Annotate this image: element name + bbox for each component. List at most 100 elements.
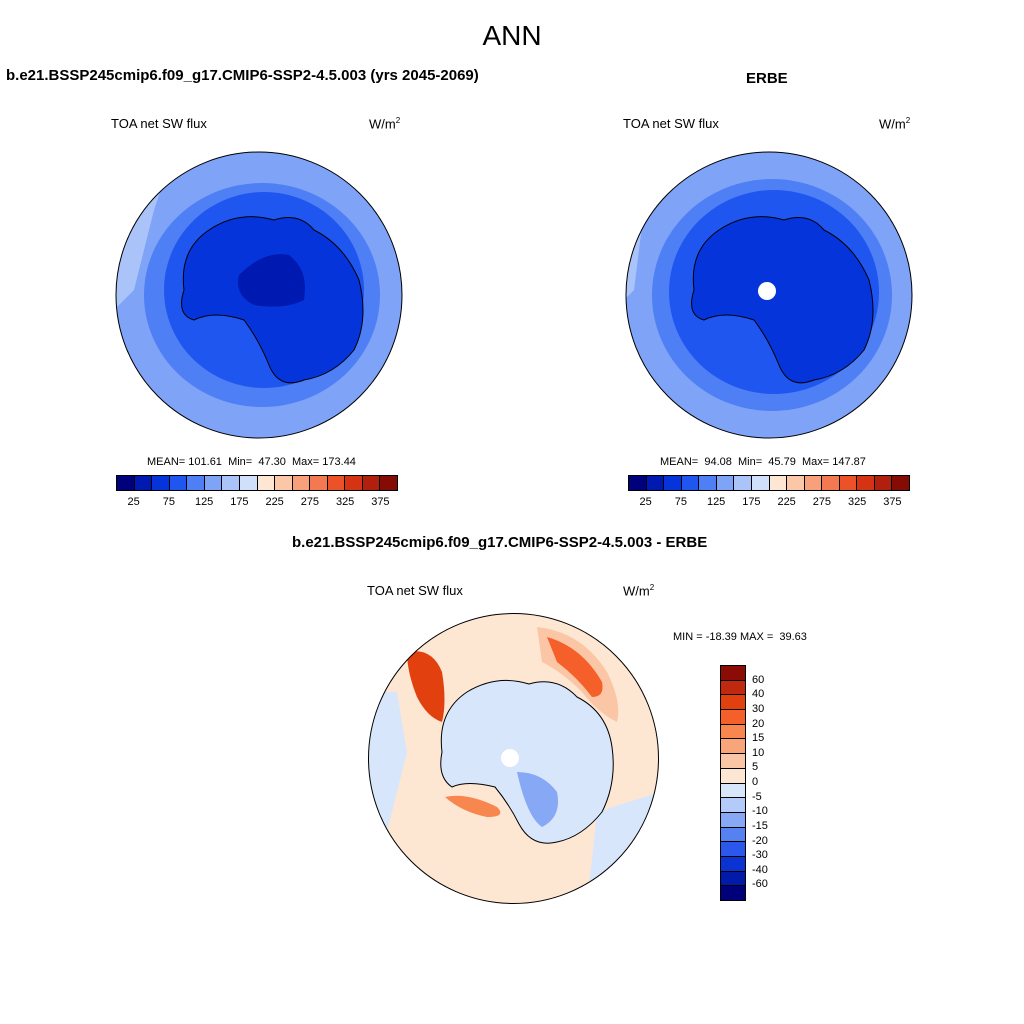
colorbar-tick-label: 20 [752,717,765,730]
right-panel-units: W/m2 [879,116,911,132]
diff-panel-minmax: MIN = -18.39 MAX = 39.63 [673,631,807,643]
diff-panel-units: W/m2 [623,583,655,599]
colorbar-tick-label: 375 [371,496,390,508]
left-polar-map [115,151,403,439]
colorbar-swatch [721,886,745,900]
colorbar-swatch [721,768,745,784]
colorbar-swatch [721,695,745,711]
colorbar-swatch [646,476,665,490]
colorbar-tick-label: 25 [127,496,140,508]
colorbar-swatch [134,476,153,490]
left-map-plateau [238,254,305,307]
diff-map-patch-west [368,692,407,842]
colorbar-swatch [769,476,788,490]
colorbar-swatch [152,476,170,490]
colorbar-swatch [681,476,700,490]
colorbar-swatch [721,783,745,799]
colorbar-tick-label: -20 [752,834,768,847]
colorbar-swatch [345,476,363,490]
left-panel-stats: MEAN= 101.61 Min= 47.30 Max= 173.44 [147,456,356,468]
colorbar-swatch [169,476,188,490]
diff-map-warm-coast [445,795,501,817]
diff-panel-title: b.e21.BSSP245cmip6.f09_g17.CMIP6-SSP2-4.… [292,534,708,551]
right-map-missing-pole [758,282,776,300]
colorbar-swatch [721,739,745,755]
colorbar-swatch [734,476,752,490]
colorbar-tick-label: 175 [742,496,761,508]
right-panel-stats: MEAN= 94.08 Min= 45.79 Max= 147.87 [660,456,866,468]
colorbar-tick-label: -60 [752,878,768,891]
diff-map-border [368,613,659,904]
colorbar-swatch [664,476,682,490]
colorbar-swatch [239,476,258,490]
left-panel-units: W/m2 [369,116,401,132]
left-panel-title: b.e21.BSSP245cmip6.f09_g17.CMIP6-SSP2-4.… [6,67,479,84]
colorbar-swatch [629,476,647,490]
diff-polar-map [368,613,659,904]
colorbar-swatch [721,798,745,813]
diff-map-warm-nw [407,651,445,722]
colorbar-tick-label: 75 [674,496,687,508]
colorbar-swatch [721,827,745,843]
colorbar-swatch [721,871,745,887]
colorbar-swatch [892,476,909,490]
colorbar-swatch [222,476,240,490]
colorbar-swatch [721,710,745,725]
main-title: ANN [482,20,542,51]
colorbar-tick-label: 60 [752,673,765,686]
colorbar-tick-label: 325 [847,496,867,508]
left-map-border [115,151,403,439]
colorbar-swatch [310,476,328,490]
colorbar-tick-label: 125 [706,496,726,508]
colorbar-swatch [874,476,893,490]
colorbar-swatch [380,476,397,490]
diff-map-missing-pole [501,749,519,767]
colorbar-tick-label: 0 [752,776,759,788]
colorbar-tick-label: 10 [752,746,765,759]
colorbar-tick-label: -15 [752,819,768,832]
colorbar-tick-label: -40 [752,863,768,876]
colorbar-tick-label: 275 [812,496,832,508]
colorbar-swatch [275,476,293,490]
colorbar-swatch [839,476,858,490]
colorbar-tick-label: 25 [639,496,652,508]
colorbar-swatch [822,476,840,490]
diff-colorbar-ticks: 60 40 30 20 15 10 5 0 -5 -10 -15 -20 -30 -40 -60 [752,665,792,899]
colorbar-tick-label: 225 [777,496,796,508]
right-colorbar [628,475,910,491]
colorbar-swatch [187,476,205,490]
left-colorbar [116,475,398,491]
left-colorbar-ticks: 25 75 125 175 225 275 325 375 [116,496,398,510]
colorbar-swatch [362,476,381,490]
right-colorbar-ticks: 25 75 125 175 225 275 325 375 [628,496,910,510]
colorbar-swatch [721,812,745,828]
right-panel-title: ERBE [746,70,788,87]
colorbar-swatch [699,476,717,490]
colorbar-tick-label: 75 [162,496,175,508]
colorbar-tick-label: 375 [883,496,902,508]
colorbar-swatch [292,476,311,490]
colorbar-swatch [751,476,770,490]
colorbar-tick-label: 40 [752,688,765,701]
colorbar-tick-label: 275 [300,496,320,508]
colorbar-swatch [716,476,735,490]
colorbar-swatch [804,476,823,490]
right-map-antarctica [691,216,874,384]
colorbar-swatch [721,754,745,769]
diff-panel-variable: TOA net SW flux [367,583,463,598]
right-polar-map [625,151,913,439]
right-panel-variable: TOA net SW flux [623,116,719,131]
colorbar-swatch [204,476,223,490]
diff-map-antarctica [440,679,614,844]
colorbar-swatch [721,680,745,696]
colorbar-tick-label: 15 [752,732,765,745]
colorbar-swatch [721,666,745,681]
right-map-border [625,151,913,439]
colorbar-tick-label: 5 [752,761,759,774]
diff-map-cool-patch [517,772,558,827]
colorbar-tick-label: -5 [752,790,762,803]
colorbar-swatch [117,476,135,490]
diff-colorbar [720,665,746,901]
colorbar-swatch [257,476,276,490]
colorbar-tick-label: 325 [335,496,355,508]
